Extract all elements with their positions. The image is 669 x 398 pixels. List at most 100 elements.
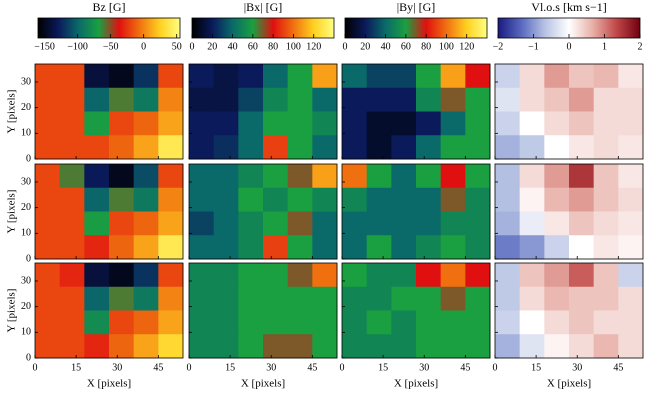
heatmap-cell — [189, 286, 215, 311]
heatmap-cell — [519, 211, 545, 236]
heatmap-cell — [416, 87, 442, 112]
heatmap-cell — [440, 263, 466, 288]
heatmap-cell — [59, 286, 85, 311]
heatmap-cell — [618, 235, 644, 260]
heatmap-cell — [416, 235, 442, 260]
panel-frame — [341, 262, 491, 359]
heatmap-cell — [35, 64, 61, 89]
heatmap-cell — [213, 211, 239, 236]
heatmap-cell — [519, 263, 545, 288]
heatmap-cell — [133, 111, 159, 136]
heatmap-cell — [342, 286, 368, 311]
panel-frame — [494, 63, 644, 160]
colorbar-title: Bz [G] — [93, 0, 126, 14]
heatmap-cell — [109, 263, 135, 288]
colorbar-tick-label: −100 — [67, 41, 88, 52]
heatmap-cell — [366, 187, 392, 212]
heatmap-cell — [84, 135, 110, 160]
heatmap-cell — [84, 111, 110, 136]
colorbar-tick-label: −150 — [34, 41, 55, 52]
heatmap-cell — [391, 87, 417, 112]
heatmap-cell — [495, 164, 521, 189]
heatmap-cell — [213, 310, 239, 335]
heatmap-cell — [59, 211, 85, 236]
heatmap-cell — [593, 64, 619, 89]
colorbar-tick-label: 0 — [343, 41, 348, 52]
heatmap-cell — [109, 164, 135, 189]
heatmap-cell — [544, 164, 570, 189]
heatmap-cell — [35, 135, 61, 160]
heatmap-cell — [416, 263, 442, 288]
heatmap-cell — [618, 211, 644, 236]
colorbar — [191, 17, 335, 39]
heatmap-cell — [366, 263, 392, 288]
heatmap-cell — [287, 310, 313, 335]
x-tick-label: 30 — [266, 362, 276, 373]
heatmap-cell — [35, 263, 61, 288]
colorbar-tick-label: 2 — [638, 41, 643, 52]
y-tick-label: 0 — [26, 253, 31, 264]
x-tick-label: 15 — [531, 362, 541, 373]
heatmap-cell — [263, 263, 289, 288]
heatmap-cell — [263, 87, 289, 112]
colorbar-tick-label: 20 — [207, 41, 217, 52]
heatmap-cell — [133, 187, 159, 212]
heatmap-cell — [189, 263, 215, 288]
colorbar-tick-label: 40 — [381, 41, 391, 52]
colorbar-tick-label: 120 — [306, 41, 321, 52]
heatmap-cell — [440, 164, 466, 189]
heatmap-cell — [495, 263, 521, 288]
heatmap-cell — [158, 211, 184, 236]
heatmap-cell — [544, 334, 570, 359]
heatmap-cell — [189, 235, 215, 260]
heatmap-cell — [593, 286, 619, 311]
colorbar-tick-label: 80 — [421, 41, 431, 52]
heatmap-cell — [618, 263, 644, 288]
heatmap-cell — [465, 135, 491, 160]
heatmap-cell — [569, 286, 595, 311]
heatmap-cell — [158, 235, 184, 260]
heatmap-cell — [312, 164, 338, 189]
heatmap-cell — [465, 211, 491, 236]
heatmap-cell — [440, 187, 466, 212]
heatmap-cell — [238, 164, 264, 189]
heatmap-cell — [35, 334, 61, 359]
x-tick-label: 0 — [493, 362, 498, 373]
heatmap-cell — [287, 187, 313, 212]
heatmap-cell — [133, 164, 159, 189]
heatmap-cell — [189, 211, 215, 236]
heatmap-cell — [133, 135, 159, 160]
heatmap-cell — [287, 87, 313, 112]
heatmap-cell — [158, 135, 184, 160]
heatmap-cell — [84, 286, 110, 311]
panel-frame — [188, 63, 338, 160]
heatmap-cell — [569, 164, 595, 189]
heatmap-cell — [342, 235, 368, 260]
heatmap-cell — [519, 164, 545, 189]
heatmap-cell — [312, 235, 338, 260]
heatmap-cell — [416, 64, 442, 89]
heatmap-cell — [35, 111, 61, 136]
colorbar-title: |Bx| [G] — [244, 0, 282, 14]
heatmap-cell — [519, 187, 545, 212]
heatmap-cell — [59, 187, 85, 212]
heatmap-cell — [495, 235, 521, 260]
heatmap-cell — [495, 187, 521, 212]
colorbar-tick-label: 40 — [228, 41, 238, 52]
heatmap-cell — [189, 310, 215, 335]
heatmap-cell — [593, 87, 619, 112]
heatmap-cell — [238, 334, 264, 359]
heatmap-cell — [593, 235, 619, 260]
heatmap-cell — [263, 111, 289, 136]
heatmap-cell — [391, 263, 417, 288]
x-tick-label: 15 — [378, 362, 388, 373]
heatmap-cell — [366, 334, 392, 359]
heatmap-cell — [519, 235, 545, 260]
heatmap-cell — [84, 310, 110, 335]
heatmap-cell — [312, 310, 338, 335]
heatmap-cell — [59, 334, 85, 359]
heatmap-cell — [544, 87, 570, 112]
y-tick-label: 30 — [21, 275, 31, 286]
colorbar-tick-label: 20 — [360, 41, 370, 52]
